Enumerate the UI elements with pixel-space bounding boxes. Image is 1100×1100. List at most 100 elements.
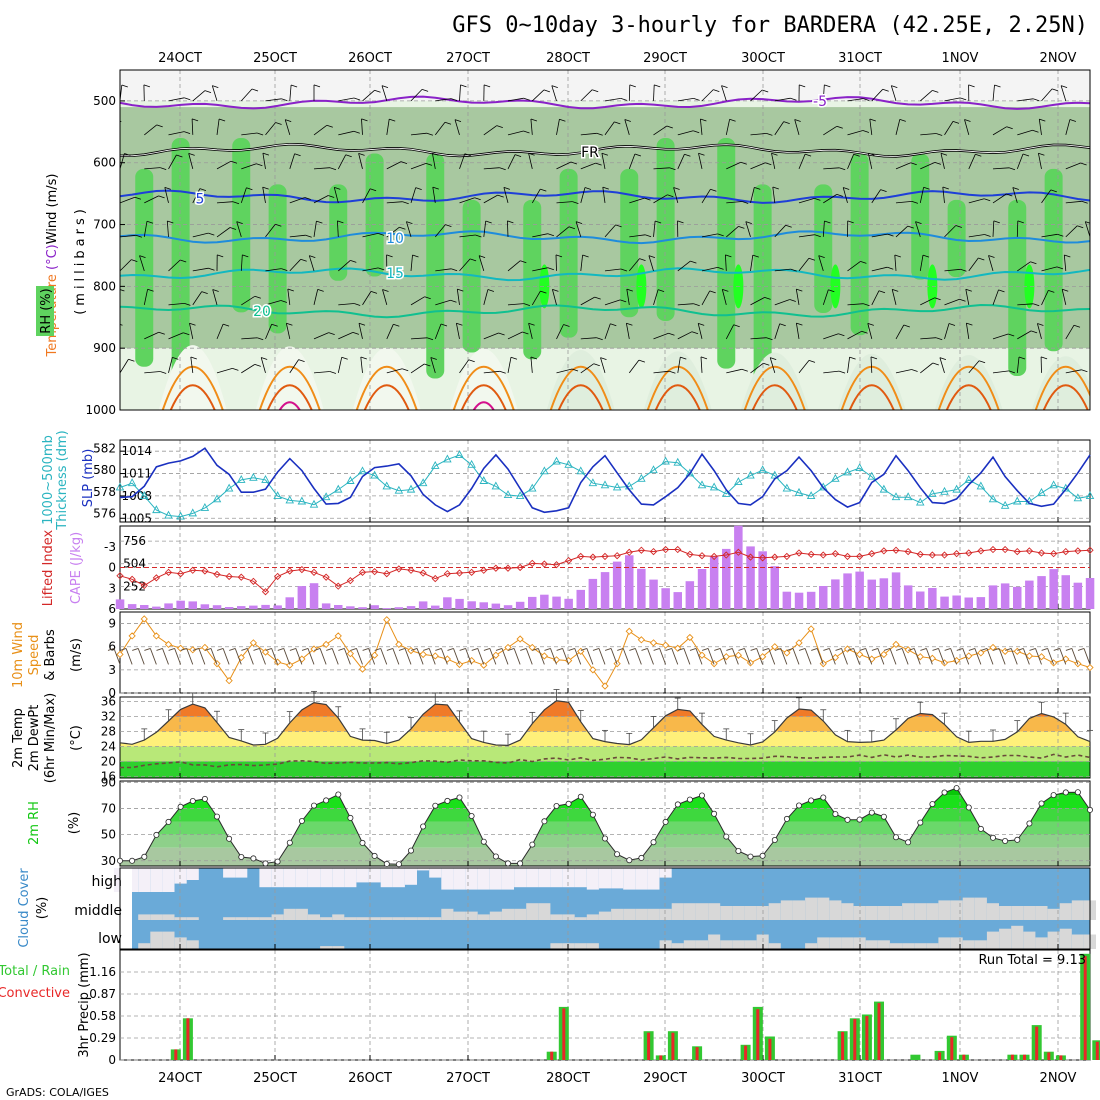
cloud-high-clear [635,868,648,890]
cloud-low-bar [1071,934,1084,949]
wind-barb [895,225,909,238]
wind-barb [507,303,524,306]
cloud-low-bar [562,943,575,949]
wind-barb [459,359,470,374]
wind-barb-flag [547,233,555,237]
cloud-high-clear [138,868,151,892]
wind-barb [289,359,299,374]
wind-barb-flag [212,289,219,292]
cloud-middle-clear [974,897,987,920]
cloud-middle-clear [623,908,636,920]
wind-barb-flag [469,258,477,262]
wind-barb [822,84,825,101]
wind-barb-flag [868,152,875,156]
wind10-barb [428,648,436,665]
cape-bar [164,603,173,609]
wind-barb-flag [620,299,627,303]
cloud-high-clear [526,868,539,888]
wind10-point [977,649,985,657]
wind10-point [395,640,403,649]
wind-barb [726,161,741,170]
wind10-point [698,651,706,659]
wind10-barb [465,648,473,665]
rh2m-point [832,811,839,818]
wind10-point [1086,663,1094,672]
wind-barb-flag [180,259,187,263]
cloud-middle-clear [1011,906,1024,920]
wind10-barb [525,648,533,665]
wind-barb [139,255,145,272]
wind-barb [604,299,621,306]
wind-barb-flag [1022,153,1030,157]
precip-convective-bar [877,1003,881,1060]
wind-barb [701,89,714,102]
wind-barb-flag [328,195,335,198]
wind-barb-flag [381,85,389,88]
wind10-barb-flag [386,648,394,651]
isotherm-15 [120,267,1090,282]
wind10-barb-flag [229,648,236,651]
cloud-high-clear [271,868,284,888]
lifted-point [965,549,973,557]
wind-barb-flag [563,324,570,327]
wind-barb-flag [936,337,943,341]
cloud-low-label: low [98,931,122,947]
wind-barb [798,360,810,374]
wind-barb [745,221,751,238]
wind10-barb-flag [362,648,369,651]
wind10-point [649,639,658,647]
wind-barb-flag [160,167,167,170]
wind10-barb [574,648,582,665]
wind-barb [483,167,500,170]
cloud-middle-clear [441,908,454,920]
rh2m-point [371,852,378,859]
wind-barb-flag [814,198,821,201]
wind-barb [920,362,934,374]
wind-barb-flag [571,368,579,372]
cloud-high-clear [611,868,624,889]
rh2m-point [941,789,948,796]
pressure-tick-label: 700 [93,218,116,232]
wind-barb [454,119,460,136]
wind-barb-flag [183,131,191,134]
lifted-point [225,572,233,581]
wind10-barb-flag [653,648,660,651]
lifted-point [189,566,197,574]
wind-barb-flag [475,234,482,238]
rh2m-point [905,839,912,846]
wind-barb [604,98,621,102]
cloud-high-clear [356,868,369,883]
lifted-point [455,569,464,577]
thickness-point [903,492,913,501]
wind-barb-flag [960,268,967,272]
cape-bar [443,597,452,609]
cape-bar [1025,580,1034,609]
lifted-point [613,552,621,560]
wind10-barb [1083,648,1091,665]
wind-barb-flag [680,356,687,360]
cloud-middle-clear [671,903,684,920]
wind-barb-flag [251,88,259,92]
thickness-point [346,476,355,484]
wind-barb-flag [199,188,207,191]
wind-barb [507,331,523,340]
cape-bar [1085,578,1095,609]
wind-barb [700,356,703,373]
wind10-barb [634,648,642,665]
wind-barb [823,370,840,374]
wind-barb-flag [602,186,609,190]
top-date-label: 31OCT [838,51,882,66]
thickness-point [430,460,440,469]
cloud-high-clear [562,868,575,888]
isotherm-fr-inner [120,143,1090,157]
wind-barb [1084,221,1090,238]
wind-barb-flag [570,161,578,165]
wind-label: Wind [45,212,60,245]
rh2m-point [614,851,621,858]
wind-barb [289,84,292,101]
cloud-middle-clear [150,914,163,920]
cloud-middle-clear [283,908,296,920]
lifted-point [880,547,888,555]
wind-barb-flag [1012,187,1019,190]
cloud-middle-clear [950,900,963,920]
